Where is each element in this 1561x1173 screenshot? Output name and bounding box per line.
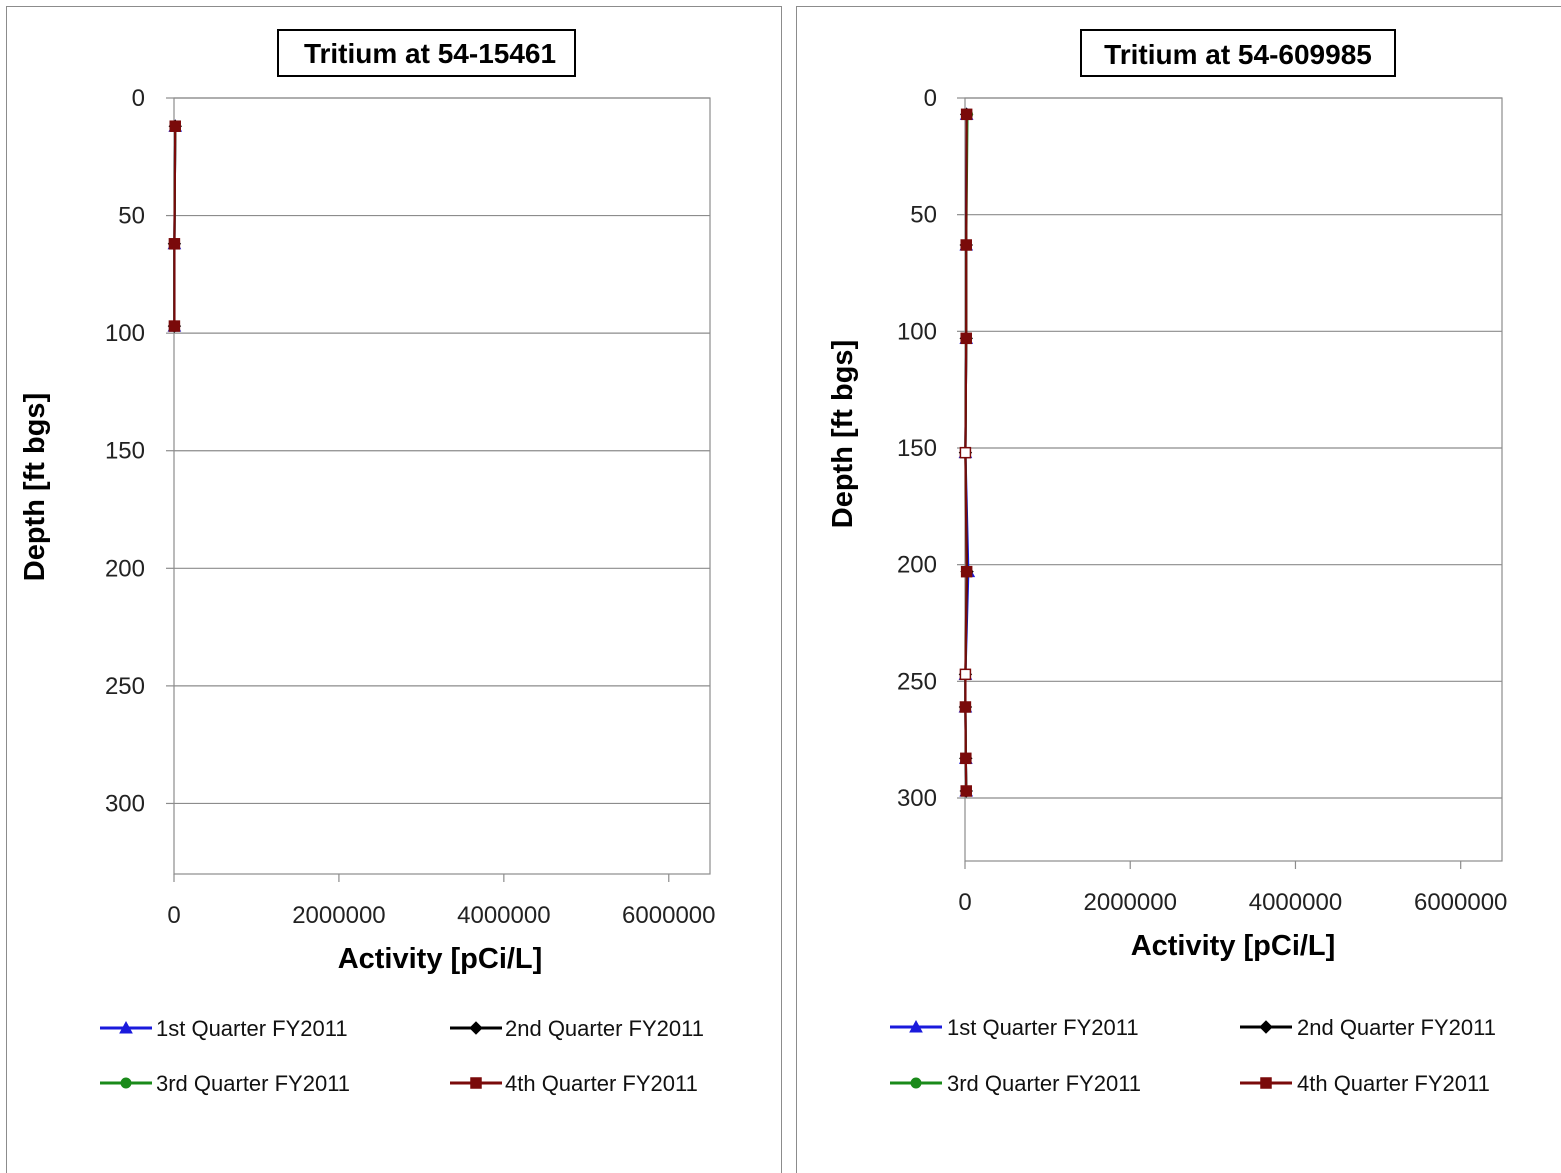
y-tick-label: 150: [105, 438, 145, 465]
y-tick-label: 50: [118, 203, 145, 230]
legend-label-q1: 1st Quarter FY2011: [156, 1016, 348, 1041]
plot-area-frame: [173, 97, 711, 875]
data-point-q4: [960, 752, 972, 765]
data-point-q4: [168, 238, 181, 250]
legend-label-q1: 1st Quarter FY2011: [947, 1015, 1139, 1040]
legend-label-q3: 3rd Quarter FY2011: [947, 1071, 1141, 1096]
y-tick-label: 250: [105, 673, 145, 700]
series-layer: [167, 119, 183, 333]
chart-title-box: [277, 29, 576, 77]
x-axis-title: Activity [pCi/L]: [1131, 930, 1336, 962]
legend-label-q3: 3rd Quarter FY2011: [156, 1071, 350, 1096]
x-tick-labels: 0 2000000 4000000 6000000: [167, 902, 715, 929]
chart-title: Tritium at 54-15461: [304, 38, 556, 69]
data-point-q4: [960, 565, 973, 578]
x-tick-label: 4000000: [1249, 889, 1342, 916]
chart-panel-right: [796, 6, 1561, 1173]
legend-marker-q2: [469, 1021, 483, 1035]
legend: 1st Quarter FY2011 2nd Quarter FY2011 3r…: [890, 1015, 1496, 1096]
y-tick-label: 50: [910, 202, 937, 229]
data-point-q4: [960, 785, 972, 797]
x-tick-labels: 0 2000000 4000000 6000000: [958, 889, 1507, 916]
x-tick-label: 2000000: [292, 902, 385, 929]
legend-marker-q1: [119, 1020, 133, 1034]
y-tick-labels: 0 50 100 150 200 250 300: [897, 85, 937, 812]
x-tick-label: 0: [167, 902, 180, 929]
data-point-q4: [960, 108, 973, 121]
data-point-q4: [960, 332, 972, 345]
y-tick-label: 200: [897, 552, 937, 579]
legend-marker-q3: [910, 1077, 922, 1089]
legend-label-q2: 2nd Quarter FY2011: [1297, 1015, 1496, 1040]
y-tick-label: 200: [105, 555, 145, 582]
y-tick-label: 100: [897, 318, 937, 345]
data-point-q4: [959, 668, 972, 681]
x-axis-title: Activity [pCi/L]: [338, 943, 543, 975]
data-point-q4: [959, 446, 972, 459]
chart-tritium-54-609985: Tritium at 54-609985 0 50 100 150 200 25…: [827, 29, 1507, 1096]
y-tick-label: 0: [132, 85, 145, 112]
y-tick-label: 250: [897, 668, 937, 695]
y-tick-label: 150: [897, 435, 937, 462]
legend-marker-q3: [120, 1077, 132, 1089]
x-tick-label: 6000000: [1414, 889, 1507, 916]
y-axis-title: Depth [ft bgs]: [19, 393, 51, 581]
data-point-q4: [960, 239, 972, 251]
legend: 1st Quarter FY2011 2nd Quarter FY2011 3r…: [100, 1016, 704, 1096]
gridlines: [166, 97, 711, 882]
legend-marker-q4: [1260, 1077, 1272, 1089]
x-tick-label: 0: [958, 889, 971, 916]
y-tick-label: 300: [105, 790, 145, 817]
legend-label-q4: 4th Quarter FY2011: [1297, 1071, 1490, 1096]
chart-title: Tritium at 54-609985: [1104, 39, 1372, 70]
legend-marker-q1: [909, 1019, 923, 1033]
legend-label-q2: 2nd Quarter FY2011: [505, 1016, 704, 1041]
legend-marker-q4: [470, 1077, 482, 1089]
series-line-q4: [173, 126, 177, 327]
legend-marker-q2: [1259, 1020, 1273, 1034]
series-layer: [958, 107, 976, 798]
data-point-q4: [169, 120, 181, 132]
legend-label-q4: 4th Quarter FY2011: [505, 1071, 698, 1096]
y-tick-label: 0: [924, 85, 937, 112]
chart-title-box: [1080, 29, 1396, 77]
x-tick-label: 4000000: [457, 902, 550, 929]
x-tick-label: 6000000: [622, 902, 715, 929]
x-tick-label: 2000000: [1084, 889, 1177, 916]
y-axis-title: Depth [ft bgs]: [827, 340, 859, 528]
data-point-q4: [168, 320, 181, 332]
plot-area-frame: [964, 97, 1503, 862]
y-tick-label: 100: [105, 320, 145, 347]
chart-panel-left: [6, 6, 782, 1173]
y-tick-label: 300: [897, 785, 937, 812]
data-point-q4: [959, 701, 972, 713]
y-tick-labels: 0 50 100 150 200 250 300: [105, 85, 145, 817]
gridlines: [957, 97, 1503, 869]
chart-tritium-54-15461: Tritium at 54-15461 0 50 100 150 200 250…: [19, 29, 715, 1096]
